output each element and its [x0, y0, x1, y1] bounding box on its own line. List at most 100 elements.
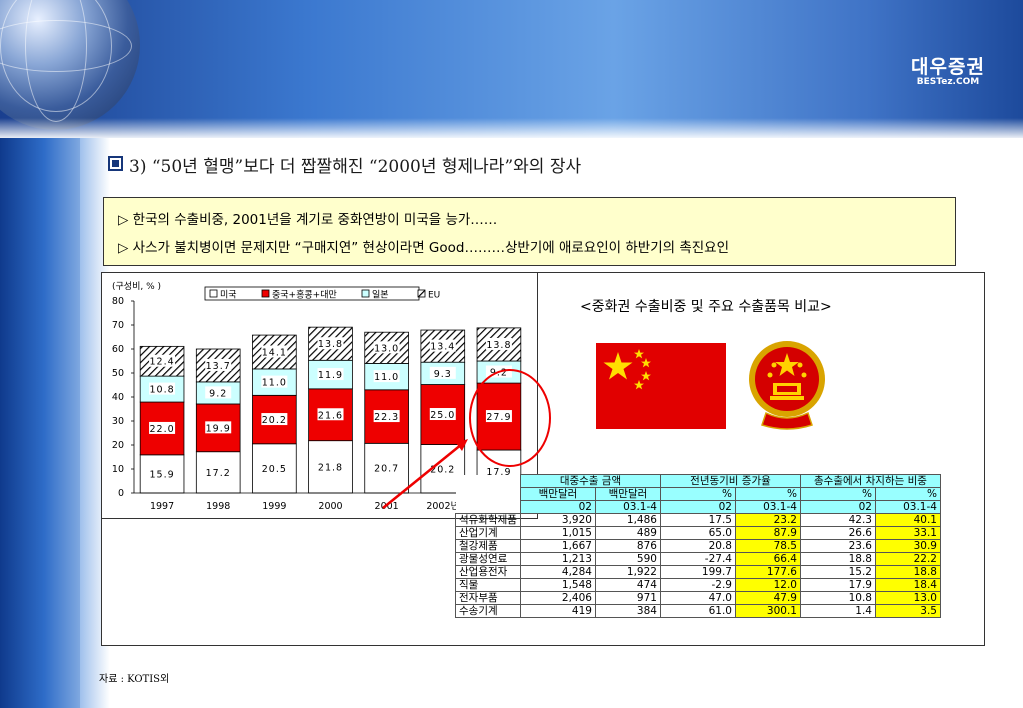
value-cell: 10.8 [799, 591, 876, 605]
data-label: 22.3 [374, 412, 399, 423]
data-label-bg [373, 410, 400, 423]
note-line-2: ▷ 사스가 불치병이면 문제지만 “구매지연” 현상이라면 Good………상반기… [118, 240, 730, 256]
value-cell: -2.9 [659, 578, 736, 592]
table-unit-row: 백만달러 백만달러 % % % % [455, 487, 941, 501]
item-name-cell: 전자부품 [455, 591, 521, 605]
item-name-cell: 직물 [455, 578, 521, 592]
y-tick-label: 10 [112, 464, 124, 475]
x-tick-label: 2001 [375, 501, 399, 512]
data-label: 20.2 [262, 415, 287, 426]
data-label-bg [149, 421, 176, 434]
data-label-bg [317, 408, 344, 421]
x-tick-label: 1998 [206, 501, 230, 512]
data-label-bg [261, 413, 288, 426]
value-cell: 474 [594, 578, 661, 592]
data-label-bg [205, 386, 232, 399]
data-label-bg [149, 354, 176, 367]
value-cell: 33.1 [874, 526, 941, 540]
value-cell: 47.9 [734, 591, 801, 605]
y-tick-label: 30 [112, 416, 124, 427]
value-cell: 3,920 [519, 513, 596, 527]
banner-fade [0, 118, 1023, 140]
value-cell: 18.8 [874, 565, 941, 579]
legend-swatch [261, 289, 270, 298]
data-label-bg [261, 345, 288, 358]
value-cell: 1,548 [519, 578, 596, 592]
table-row: 철강제품 1,667 876 20.8 78.5 23.6 30.9 [455, 539, 941, 553]
unit-cell: % [799, 487, 876, 501]
value-cell: 489 [594, 526, 661, 540]
value-cell: 18.4 [874, 578, 941, 592]
chart-unit-label: (구성비, % ) [112, 281, 161, 292]
value-cell: 590 [594, 552, 661, 566]
unit-cell: 백만달러 [519, 487, 596, 501]
value-cell: 22.2 [874, 552, 941, 566]
legend-swatch [361, 289, 370, 298]
value-cell: 66.4 [734, 552, 801, 566]
china-flag-icon [596, 343, 726, 429]
period-cell: 03.1-4 [874, 500, 941, 514]
data-label: 20.7 [374, 464, 399, 475]
data-label: 13.7 [206, 361, 231, 372]
data-label-bg [205, 358, 232, 371]
item-name-cell: 광물성연료 [455, 552, 521, 566]
china-national-emblem-icon [746, 335, 828, 431]
export-items-table: 대중수출 금액 전년동기비 증가율 총수출에서 차지하는 비중 백만달러 백만달… [455, 474, 941, 618]
data-label: 13.4 [430, 342, 455, 353]
item-name-cell: 산업기계 [455, 526, 521, 540]
data-label: 10.8 [149, 385, 174, 396]
table-row: 산업용전자 4,284 1,922 199.7 177.6 15.2 18.8 [455, 565, 941, 579]
table-row: 수송기계 419 384 61.0 300.1 1.4 3.5 [455, 604, 941, 618]
data-label: 14.1 [262, 348, 287, 359]
chart-legend: 미국 중국+홍콩+대만 일본 EU [204, 286, 440, 301]
value-cell: 971 [594, 591, 661, 605]
value-cell: 15.2 [799, 565, 876, 579]
data-label-bg [429, 339, 456, 352]
value-cell: 199.7 [659, 565, 736, 579]
data-label: 12.4 [149, 357, 174, 368]
value-cell: 26.6 [799, 526, 876, 540]
group-header-export-amount: 대중수출 금액 [519, 474, 661, 488]
table-row: 전자부품 2,406 971 47.0 47.9 10.8 13.0 [455, 591, 941, 605]
data-label: 27.9 [486, 412, 511, 423]
data-label-bg [205, 421, 232, 434]
value-cell: 1,015 [519, 526, 596, 540]
table-row: 산업기계 1,015 489 65.0 87.9 26.6 33.1 [455, 526, 941, 540]
value-cell: 2,406 [519, 591, 596, 605]
comparison-subtitle: <중화권 수출비중 및 주요 수출품목 비교> [580, 299, 832, 315]
table-row: 석유화학제품 3,920 1,486 17.5 23.2 42.3 40.1 [455, 513, 941, 527]
company-logo: 대우증권 BESTez.COM [898, 52, 998, 92]
x-tick-label: 1999 [262, 501, 286, 512]
data-label: 15.9 [149, 469, 174, 480]
data-label: 11.9 [318, 370, 343, 381]
data-label-bg [317, 337, 344, 350]
x-tick-label: 2000 [318, 501, 342, 512]
value-cell: 1.4 [799, 604, 876, 618]
data-label: 13.8 [486, 340, 511, 351]
data-label: 9.2 [209, 388, 227, 399]
item-name-cell: 수송기계 [455, 604, 521, 618]
table-row: 광물성연료 1,213 590 -27.4 66.4 18.8 22.2 [455, 552, 941, 566]
unit-cell: % [734, 487, 801, 501]
bar-segment [364, 389, 409, 444]
note-line-1: ▷ 한국의 수출비중, 2001년을 계기로 중화연방이 미국을 능가…… [118, 212, 498, 228]
data-label: 21.8 [318, 462, 343, 473]
logo-text: 대우증권 [911, 56, 985, 78]
source-note: 자료 : KOTIS외 [99, 674, 170, 685]
unit-cell: % [874, 487, 941, 501]
unit-cell: % [659, 487, 736, 501]
data-label-bg [205, 465, 232, 478]
data-label: 20.2 [430, 464, 455, 475]
value-cell: 87.9 [734, 526, 801, 540]
value-cell: 42.3 [799, 513, 876, 527]
table-group-header-row: 대중수출 금액 전년동기비 증가율 총수출에서 차지하는 비중 [455, 474, 941, 488]
value-cell: 12.0 [734, 578, 801, 592]
value-cell: 3.5 [874, 604, 941, 618]
square-bullet-icon [108, 156, 123, 171]
y-tick-label: 50 [112, 368, 124, 379]
value-cell: 1,667 [519, 539, 596, 553]
data-label: 17.9 [486, 467, 511, 478]
value-cell: 61.0 [659, 604, 736, 618]
data-label-bg [261, 375, 288, 388]
data-label: 17.2 [206, 468, 231, 479]
